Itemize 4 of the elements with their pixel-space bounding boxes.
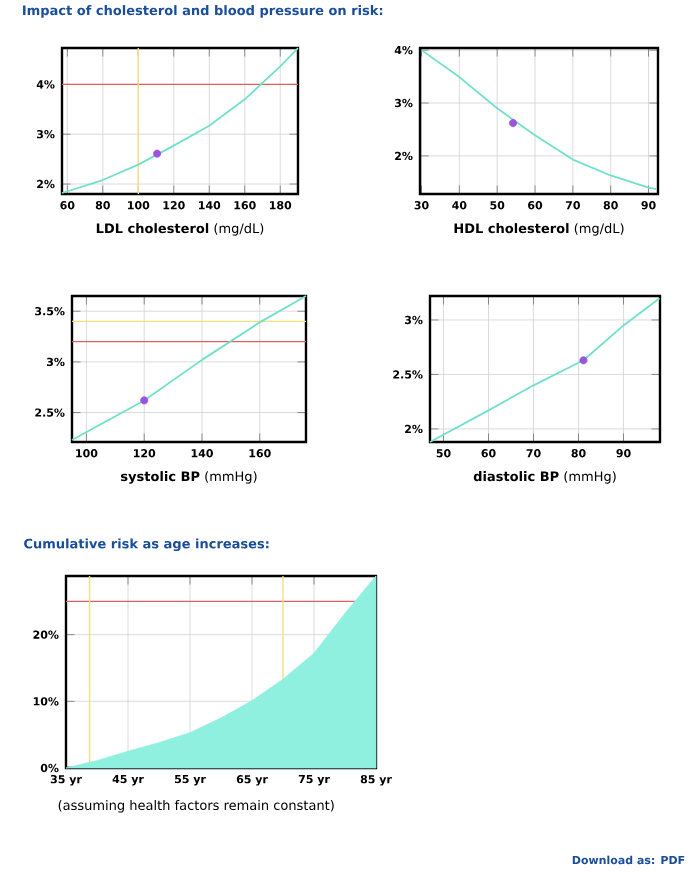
line-series: [420, 49, 657, 191]
line-series: [61, 47, 299, 194]
line-series: [71, 295, 307, 441]
line-series: [429, 297, 661, 443]
